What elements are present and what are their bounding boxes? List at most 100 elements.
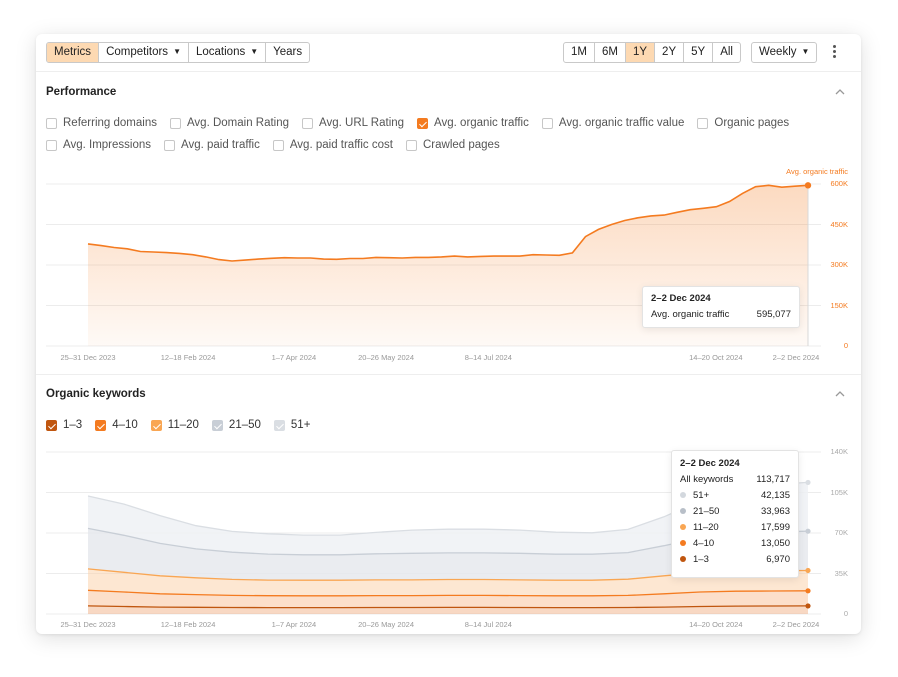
tooltip-label: 21–50	[693, 506, 720, 517]
checkbox-unchecked-icon	[272, 139, 284, 151]
tooltip-value: 17,599	[760, 522, 790, 533]
checkbox-21-50[interactable]: 21–50	[211, 419, 261, 431]
tab-competitors[interactable]: Competitors ▼	[99, 43, 189, 62]
y-tick-label: 105K	[830, 487, 848, 497]
x-tick-label: 20–26 May 2024	[358, 353, 415, 362]
checkbox-11-20[interactable]: 11–20	[150, 419, 199, 431]
y-tick-label: 300K	[830, 260, 848, 269]
checkbox-avg-impressions[interactable]: Avg. Impressions	[46, 139, 151, 151]
tooltip-value: 113,717	[756, 474, 790, 485]
more-options-icon[interactable]	[829, 44, 839, 60]
series-dot-icon	[680, 556, 686, 562]
tooltip-row: 21–50 33,963	[680, 506, 790, 517]
checkbox-label: 1–3	[63, 419, 83, 431]
checkbox-label: Avg. organic traffic	[434, 117, 529, 129]
checkbox-avg-paid-traffic-cost[interactable]: Avg. paid traffic cost	[272, 139, 393, 151]
y-tick-label: 600K	[830, 179, 848, 188]
checkbox-unchecked-icon	[164, 139, 175, 151]
checkbox-label: 11–20	[167, 419, 199, 431]
performance-chart[interactable]	[36, 159, 861, 374]
y-tick-label: 140K	[830, 447, 848, 456]
range-1y[interactable]: 1Y	[625, 43, 656, 62]
tab-label: Competitors	[106, 46, 169, 58]
range-6m[interactable]: 6M	[595, 43, 626, 62]
tooltip-row-left: 21–50	[680, 506, 719, 517]
checkbox-1-3[interactable]: 1–3	[46, 419, 82, 431]
checkbox-label: Avg. URL Rating	[319, 117, 405, 129]
tab-locations[interactable]: Locations ▼	[189, 43, 267, 62]
view-tabs: Metrics Competitors ▼ Locations ▼ Years	[46, 42, 311, 63]
range-1m[interactable]: 1M	[564, 43, 595, 62]
checkbox-label: 21–50	[228, 419, 261, 431]
checkbox-label: 51+	[290, 419, 311, 431]
tab-metrics[interactable]: Metrics	[47, 43, 100, 62]
checkbox-checked-icon	[273, 419, 285, 431]
checkbox-label: Referring domains	[63, 117, 157, 129]
checkbox-avg-organic-traffic[interactable]: Avg. organic traffic	[417, 117, 529, 129]
checkbox-unchecked-icon	[46, 117, 57, 129]
range-2y[interactable]: 2Y	[655, 43, 685, 62]
checkbox-unchecked-icon	[46, 139, 57, 151]
checkbox-label: Crawled pages	[422, 139, 500, 151]
hover-point	[805, 588, 811, 594]
x-tick-label: 8–14 Jul 2024	[464, 620, 512, 629]
tooltip-label: 51+	[693, 490, 710, 501]
x-tick-label: 25–31 Dec 2023	[60, 353, 116, 362]
band-21-50	[88, 528, 808, 581]
checkbox-unchecked-icon	[541, 117, 553, 129]
x-tick-label: 2–2 Dec 2024	[772, 353, 820, 362]
tab-label: Locations	[195, 46, 246, 58]
checkbox-checked-icon	[150, 419, 162, 431]
tooltip-row-left: 11–20	[680, 522, 719, 533]
checkbox-unchecked-icon	[302, 117, 314, 129]
tooltip-label: All keywords	[680, 474, 734, 485]
checkbox-avg-domain-rating[interactable]: Avg. Domain Rating	[169, 117, 290, 129]
y-tick-label: 150K	[830, 300, 848, 310]
checkbox-crawled-pages[interactable]: Crawled pages	[405, 139, 500, 151]
tab-label: Years	[273, 46, 303, 58]
keywords-tooltip: 2–2 Dec 2024 All keywords 113,717 51+ 42,…	[671, 450, 799, 578]
caret-down-icon: ▼	[801, 47, 810, 56]
tooltip-value: 33,963	[760, 506, 790, 517]
checkbox-organic-pages[interactable]: Organic pages	[697, 117, 789, 129]
series-dot-icon	[680, 508, 686, 514]
organic-keywords-title: Organic keywords	[46, 388, 146, 400]
range-all[interactable]: All	[720, 46, 733, 58]
tooltip-row: 1–3 6,970	[680, 554, 790, 565]
tooltip-total-row: All keywords 113,717	[680, 474, 790, 485]
tooltip-row: 51+ 42,135	[680, 490, 790, 501]
checkbox-avg-organic-traffic-value[interactable]: Avg. organic traffic value	[541, 117, 684, 129]
hover-point	[804, 182, 812, 189]
checkbox-4-10[interactable]: 4–10	[95, 419, 138, 431]
checkbox-checked-icon	[211, 419, 223, 431]
interval-dropdown[interactable]: Weekly ▼	[751, 42, 818, 63]
tooltip-title: 2–2 Dec 2024	[651, 293, 711, 304]
checkbox-avg-paid-traffic[interactable]: Avg. paid traffic	[164, 139, 260, 151]
chevron-up-icon[interactable]	[834, 388, 846, 400]
tab-label: Metrics	[54, 46, 92, 58]
range-5y[interactable]: 5Y	[684, 43, 714, 62]
caret-down-icon: ▼	[250, 47, 259, 56]
traffic-area	[88, 185, 808, 346]
checkbox-avg-url-rating[interactable]: Avg. URL Rating	[302, 117, 404, 129]
checkbox-label: Avg. Domain Rating	[186, 117, 290, 129]
x-tick-label: 12–18 Feb 2024	[160, 620, 216, 629]
checkbox-label: Organic pages	[714, 117, 790, 129]
checkbox-unchecked-icon	[169, 117, 181, 129]
chevron-up-icon[interactable]	[834, 86, 846, 98]
checkbox-51[interactable]: 51+	[273, 419, 311, 431]
hover-point	[805, 528, 811, 534]
range-selector: 1M 6M 1Y 2Y 5Y All	[563, 42, 741, 63]
tooltip-label: 11–20	[693, 522, 719, 533]
band-4-10	[88, 590, 808, 608]
y-tick-label: 0	[843, 341, 848, 350]
checkbox-referring-domains[interactable]: Referring domains	[46, 117, 157, 129]
section-divider	[36, 374, 861, 375]
performance-metrics-row1: Referring domains Avg. Domain Rating Avg. …	[46, 117, 802, 129]
tooltip-value: 6,970	[766, 554, 790, 565]
x-tick-label: 20–26 May 2024	[358, 620, 415, 629]
tab-years[interactable]: Years	[266, 43, 309, 62]
tooltip-row-left: 1–3	[680, 554, 709, 565]
hover-point	[805, 479, 811, 486]
x-tick-label: 14–20 Oct 2024	[689, 620, 743, 629]
